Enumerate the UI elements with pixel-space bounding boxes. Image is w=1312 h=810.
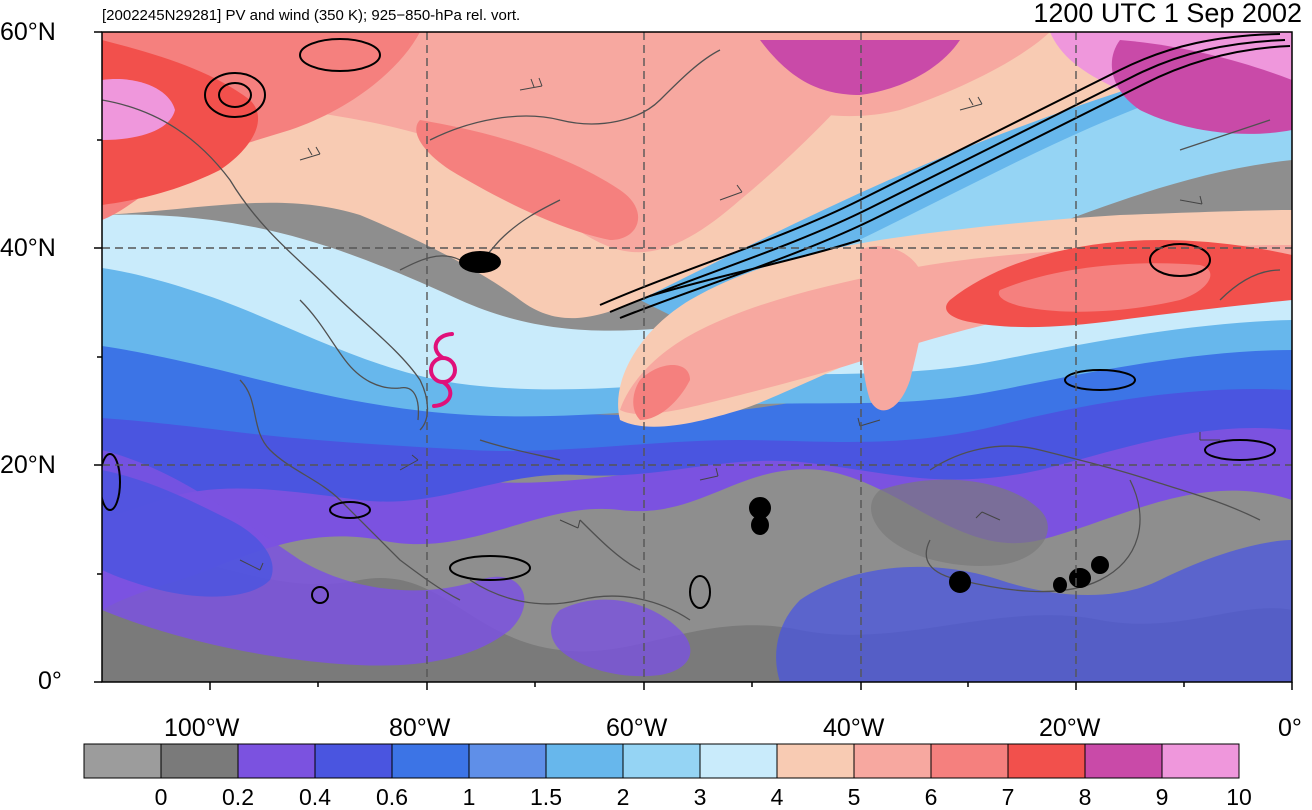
- colorbar-swatch: [1007, 743, 1086, 779]
- colorbar-swatch: [776, 743, 855, 779]
- lon-label-60w: 60°W: [606, 714, 668, 742]
- lat-label-60n: 60°N: [0, 18, 56, 46]
- lon-label-40w: 40°W: [823, 714, 885, 742]
- lon-label-20w: 20°W: [1039, 714, 1101, 742]
- colorbar: [83, 743, 1240, 779]
- pv-field: [102, 32, 1292, 682]
- colorbar-swatch: [391, 743, 470, 779]
- colorbar-swatch: [699, 743, 778, 779]
- colorbar-swatch: [853, 743, 932, 779]
- colorbar-tick-label: 5: [847, 784, 861, 810]
- map-gridlines: [102, 32, 1292, 682]
- colorbar-tick-label: 6: [924, 784, 938, 810]
- colorbar-swatch: [160, 743, 239, 779]
- lat-label-40n: 40°N: [0, 234, 56, 262]
- colorbar-swatch: [622, 743, 701, 779]
- tropical-cyclone-icon: [429, 332, 457, 408]
- colorbar-swatch: [545, 743, 624, 779]
- colorbar-tick-label: 3: [693, 784, 707, 810]
- map-subtitle: [2002245N29281] PV and wind (350 K); 925…: [102, 7, 521, 24]
- colorbar-swatch: [1161, 743, 1240, 779]
- lat-label-20n: 20°N: [0, 451, 56, 479]
- colorbar-tick-label: 0.6: [376, 784, 408, 810]
- lon-label-0: 0°: [1278, 714, 1302, 742]
- valid-time-title: 1200 UTC 1 Sep 2002: [1033, 0, 1302, 28]
- colorbar-tick-label: 8: [1078, 784, 1092, 810]
- colorbar-tick-label: 9: [1155, 784, 1169, 810]
- colorbar-tick-label: 4: [770, 784, 784, 810]
- colorbar-tick-label: 7: [1001, 784, 1015, 810]
- colorbar-swatch: [237, 743, 316, 779]
- colorbar-swatch: [83, 743, 162, 779]
- wind-barbs: [239, 77, 1220, 571]
- colorbar-tick-label: 0: [154, 784, 168, 810]
- colorbar-tick-label: 1: [462, 784, 476, 810]
- lon-label-80w: 80°W: [389, 714, 451, 742]
- colorbar-swatch: [468, 743, 547, 779]
- colorbar-tick-label: 0.4: [299, 784, 331, 810]
- colorbar-tick-label: 1.5: [530, 784, 562, 810]
- colorbar-tick-label: 0.2: [222, 784, 254, 810]
- colorbar-swatch: [1084, 743, 1163, 779]
- lat-label-0: 0°: [38, 667, 62, 695]
- colorbar-tick-label: 10: [1226, 784, 1252, 810]
- lon-label-100w: 100°W: [164, 714, 240, 742]
- axis-ticks: [94, 31, 1293, 690]
- colorbar-tick-label: 2: [616, 784, 630, 810]
- colorbar-swatch: [930, 743, 1009, 779]
- colorbar-swatch: [314, 743, 393, 779]
